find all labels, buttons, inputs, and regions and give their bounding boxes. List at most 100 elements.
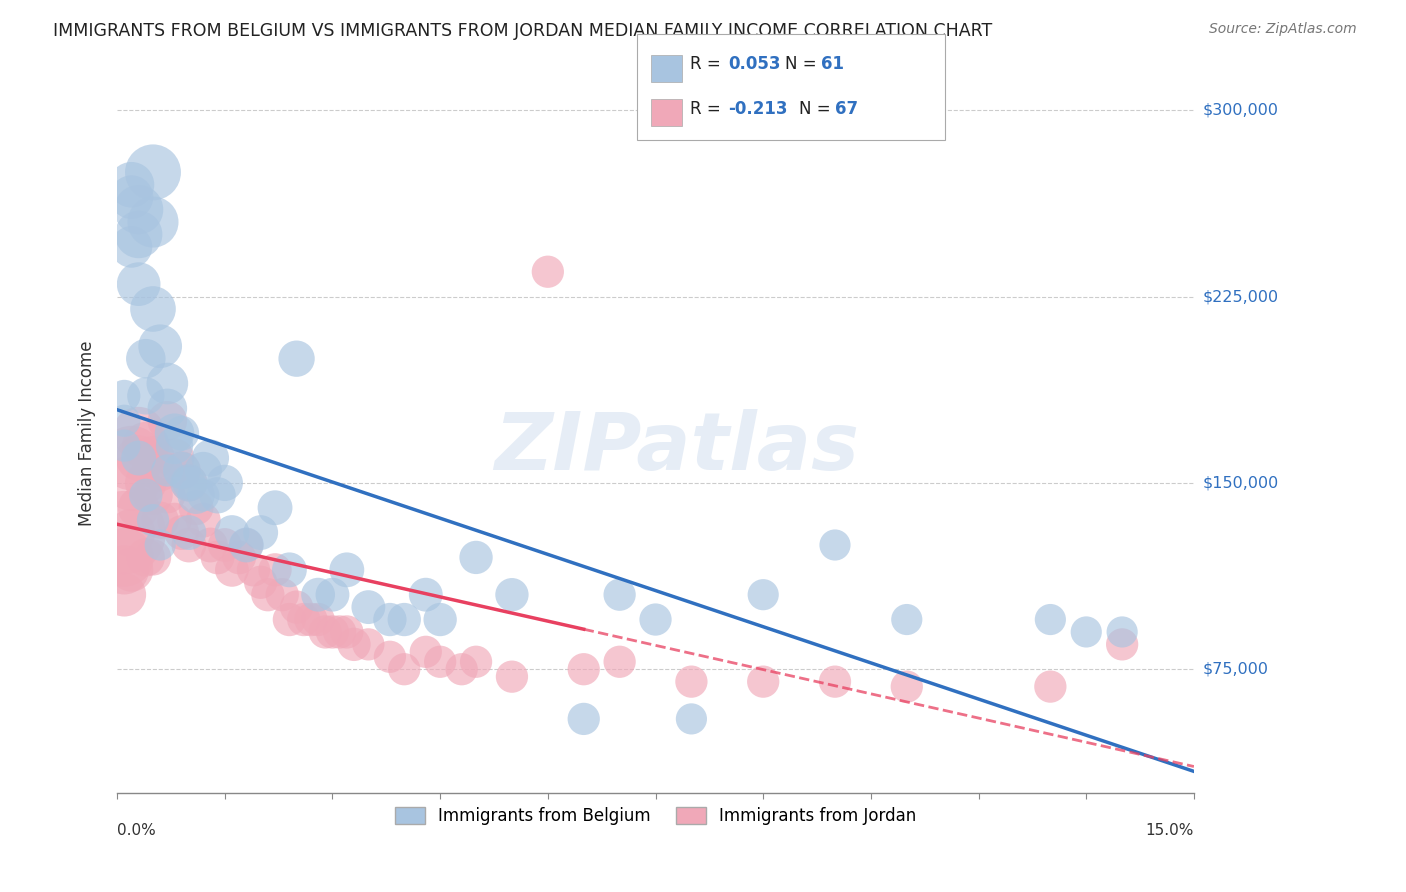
Point	[285, 351, 308, 366]
Point	[121, 178, 143, 192]
Point	[135, 439, 157, 453]
Point	[429, 655, 451, 669]
Point	[170, 463, 193, 477]
Point	[193, 513, 215, 527]
Text: -0.213: -0.213	[728, 100, 787, 118]
Point	[450, 662, 472, 676]
Point	[221, 525, 243, 540]
Point	[156, 463, 179, 477]
Point	[415, 645, 437, 659]
Point	[235, 538, 257, 552]
Point	[170, 525, 193, 540]
Point	[343, 637, 366, 651]
Point	[329, 624, 352, 639]
Text: Source: ZipAtlas.com: Source: ZipAtlas.com	[1209, 22, 1357, 37]
Point	[149, 463, 172, 477]
Point	[221, 563, 243, 577]
Point	[378, 613, 401, 627]
Point	[128, 500, 150, 515]
Point	[1039, 613, 1062, 627]
Point	[336, 624, 359, 639]
Point	[142, 165, 165, 179]
Point	[264, 563, 287, 577]
Text: 61: 61	[821, 55, 844, 73]
Legend: Immigrants from Belgium, Immigrants from Jordan: Immigrants from Belgium, Immigrants from…	[388, 800, 922, 832]
Point	[142, 301, 165, 316]
Point	[156, 488, 179, 502]
Point	[235, 538, 257, 552]
Point	[112, 525, 135, 540]
Point	[177, 538, 200, 552]
Point	[824, 538, 846, 552]
Point	[752, 674, 775, 689]
Point	[896, 613, 918, 627]
Point	[292, 613, 315, 627]
Point	[278, 563, 301, 577]
Point	[285, 600, 308, 615]
Point	[163, 426, 186, 441]
Point	[135, 488, 157, 502]
Point	[501, 670, 523, 684]
Point	[242, 563, 264, 577]
Point	[128, 451, 150, 466]
Point	[207, 550, 229, 565]
Point	[249, 575, 271, 590]
Point	[681, 674, 703, 689]
Point	[609, 655, 631, 669]
Point	[249, 525, 271, 540]
Point	[163, 513, 186, 527]
Text: $225,000: $225,000	[1202, 289, 1278, 304]
Point	[156, 414, 179, 428]
Point	[121, 240, 143, 254]
Point	[278, 613, 301, 627]
Point	[184, 488, 207, 502]
Y-axis label: Median Family Income: Median Family Income	[79, 341, 96, 526]
Point	[149, 513, 172, 527]
Point	[112, 414, 135, 428]
Text: N =: N =	[785, 55, 821, 73]
Point	[357, 637, 380, 651]
Point	[572, 712, 595, 726]
Point	[112, 389, 135, 403]
Point	[135, 389, 157, 403]
Point	[177, 475, 200, 490]
Point	[156, 401, 179, 416]
Point	[142, 215, 165, 229]
Point	[142, 550, 165, 565]
Point	[394, 662, 416, 676]
Point	[681, 712, 703, 726]
Point	[121, 190, 143, 204]
Point	[307, 588, 329, 602]
Point	[465, 550, 488, 565]
Point	[149, 339, 172, 353]
Point	[321, 588, 343, 602]
Point	[752, 588, 775, 602]
Point	[128, 227, 150, 242]
Point	[1076, 624, 1098, 639]
Text: N =: N =	[799, 100, 835, 118]
Point	[149, 538, 172, 552]
Point	[177, 475, 200, 490]
Point	[644, 613, 666, 627]
Point	[271, 588, 294, 602]
Point	[135, 550, 157, 565]
Point	[121, 525, 143, 540]
Point	[572, 662, 595, 676]
Point	[1111, 637, 1133, 651]
Point	[112, 563, 135, 577]
Point	[142, 513, 165, 527]
Point	[163, 439, 186, 453]
Point	[200, 538, 222, 552]
Point	[184, 500, 207, 515]
Text: 67: 67	[835, 100, 858, 118]
Point	[264, 500, 287, 515]
Point	[314, 624, 336, 639]
Point	[537, 265, 560, 279]
Point	[156, 376, 179, 391]
Text: R =: R =	[690, 100, 727, 118]
Point	[214, 475, 236, 490]
Point	[609, 588, 631, 602]
Point	[135, 351, 157, 366]
Point	[170, 426, 193, 441]
Point	[121, 475, 143, 490]
